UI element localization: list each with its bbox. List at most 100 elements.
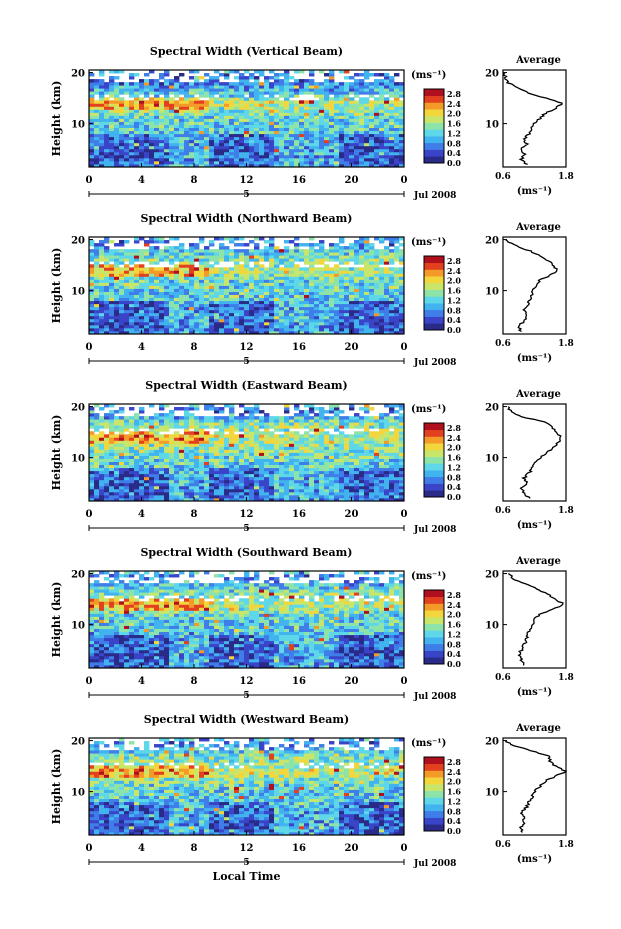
- colorbar-swatch: [424, 122, 444, 130]
- colorbar-swatch: [424, 262, 444, 270]
- colorbar-swatch: [424, 596, 444, 604]
- colorbar-unit: (ms⁻¹): [411, 237, 446, 248]
- average-x-label: (ms⁻¹): [517, 687, 552, 698]
- colorbar-swatch: [424, 623, 444, 631]
- x-tick-label: 16: [292, 843, 306, 854]
- panel-5: Spectral Width (Westward Beam) 10 20 Height…: [50, 713, 574, 869]
- colorbar-tick-label: 1.6: [447, 620, 461, 630]
- x-tick-label: 12: [240, 175, 254, 186]
- colorbar-swatch: [424, 770, 444, 778]
- colorbar-swatch: [424, 476, 444, 484]
- y-tick-label: 20: [485, 236, 499, 247]
- x-tick-label: 0.6: [495, 506, 511, 516]
- average-x-label: (ms⁻¹): [517, 520, 552, 531]
- x-tick-label: 0: [86, 676, 93, 687]
- y-axis-label: Height (km): [50, 415, 63, 491]
- average-title: Average: [515, 723, 561, 734]
- average-profile: Average 10 20 0.6 1.8 (ms⁻¹): [485, 723, 574, 865]
- x-tick-label: 16: [292, 342, 306, 353]
- average-frame: [502, 403, 567, 502]
- x-tick-label: 0.6: [495, 673, 511, 683]
- colorbar-swatch: [424, 269, 444, 277]
- x-tick-label: 20: [345, 843, 359, 854]
- date-label: Jul 2008: [413, 692, 456, 702]
- colorbar-swatch: [424, 316, 444, 324]
- colorbar-swatch: [424, 102, 444, 110]
- colorbar-swatch: [424, 136, 444, 144]
- colorbar-swatch: [424, 783, 444, 791]
- panel-4: Spectral Width (Southward Beam) 10 20 Heigh…: [50, 546, 574, 702]
- average-title: Average: [515, 55, 561, 66]
- colorbar-tick-label: 0.4: [447, 649, 461, 659]
- x-tick-label: 0: [86, 843, 93, 854]
- colorbar-swatch: [424, 282, 444, 290]
- x-tick-label: 16: [292, 175, 306, 186]
- colorbar-swatch: [424, 109, 444, 117]
- average-series-line: [504, 740, 568, 833]
- colorbar-swatch: [424, 763, 444, 771]
- x-tick-label: 1.8: [558, 506, 574, 516]
- colorbar-tick-label: 0.0: [447, 826, 461, 836]
- x-tick-label: 8: [191, 175, 198, 186]
- date-label: Jul 2008: [413, 191, 456, 201]
- colorbar-tick-label: 2.0: [447, 610, 461, 620]
- y-tick-label: 10: [71, 454, 85, 465]
- average-title: Average: [515, 556, 561, 567]
- colorbar-unit: (ms⁻¹): [411, 738, 446, 749]
- average-profile: Average 10 20 0.6 1.8 (ms⁻¹): [485, 55, 574, 197]
- average-x-label: (ms⁻¹): [517, 353, 552, 364]
- colorbar-tick-label: 2.4: [447, 600, 461, 610]
- average-frame: [502, 69, 567, 168]
- x-tick-label: 8: [191, 843, 198, 854]
- colorbar-swatch: [424, 630, 444, 638]
- colorbar-swatch: [424, 650, 444, 658]
- day-marker: 5: [243, 357, 249, 367]
- colorbar-tick-label: 2.4: [447, 99, 461, 109]
- y-tick-label: 10: [71, 120, 85, 131]
- colorbar-swatch: [424, 289, 444, 297]
- x-tick-label: 20: [345, 175, 359, 186]
- colorbar-swatch: [424, 323, 444, 331]
- x-tick-label: 1.8: [558, 172, 574, 182]
- average-title: Average: [515, 222, 561, 233]
- panel-title: Spectral Width (Northward Beam): [141, 212, 353, 225]
- x-axis-label: Local Time: [213, 870, 281, 883]
- y-axis-label: Height (km): [50, 749, 63, 825]
- x-tick-label: 12: [240, 843, 254, 854]
- colorbar: [424, 256, 444, 331]
- colorbar-swatch: [424, 817, 444, 825]
- colorbar-tick-label: 2.4: [447, 266, 461, 276]
- colorbar-tick-label: 2.4: [447, 767, 461, 777]
- colorbar-tick-label: 0.8: [447, 472, 461, 482]
- x-tick-label: 0: [401, 175, 408, 186]
- colorbar-swatch: [424, 449, 444, 457]
- colorbar-swatch: [424, 89, 444, 97]
- y-tick-label: 10: [71, 788, 85, 799]
- colorbar-swatch: [424, 470, 444, 478]
- day-marker: 5: [243, 691, 249, 701]
- colorbar-frame: [423, 589, 445, 665]
- x-tick-label: 0.6: [495, 339, 511, 349]
- colorbar-swatch: [424, 757, 444, 765]
- x-tick-label: 4: [138, 175, 145, 186]
- average-x-label: (ms⁻¹): [517, 186, 552, 197]
- panel-title: Spectral Width (Westward Beam): [144, 713, 349, 726]
- x-tick-label: 0: [401, 843, 408, 854]
- colorbar-tick-label: 2.8: [447, 89, 461, 99]
- y-tick-label: 10: [485, 788, 499, 799]
- average-profile: Average 10 20 0.6 1.8 (ms⁻¹): [485, 389, 574, 531]
- y-tick-label: 20: [485, 570, 499, 581]
- average-profile: Average 10 20 0.6 1.8 (ms⁻¹): [485, 222, 574, 364]
- y-tick-label: 20: [485, 737, 499, 748]
- x-tick-label: 20: [345, 509, 359, 520]
- x-tick-label: 0: [401, 342, 408, 353]
- colorbar-swatch: [424, 423, 444, 431]
- colorbar-tick-label: 2.0: [447, 443, 461, 453]
- panel-3: Spectral Width (Eastward Beam) 10 20 Height…: [50, 379, 574, 535]
- average-series-line: [505, 239, 558, 332]
- heatmap: [89, 738, 405, 836]
- colorbar-tick-label: 0.0: [447, 325, 461, 335]
- heatmap: [89, 404, 405, 502]
- panel-title: Spectral Width (Vertical Beam): [150, 45, 343, 58]
